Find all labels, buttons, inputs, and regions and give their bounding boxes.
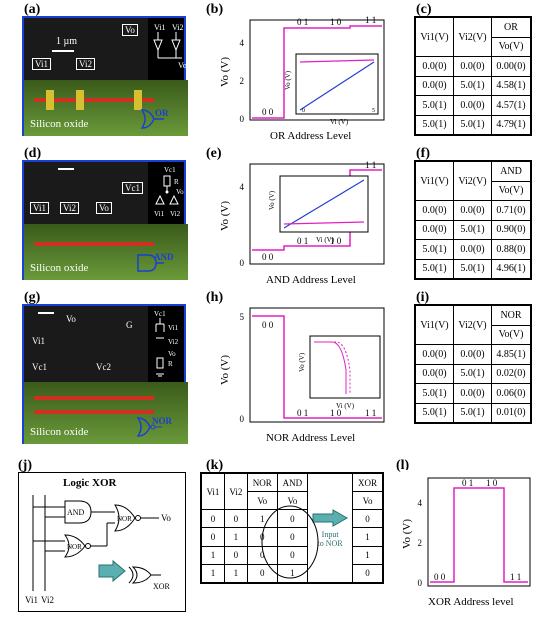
svg-text:0 1: 0 1 (462, 478, 473, 488)
svg-text:0 0: 0 0 (262, 320, 274, 330)
svg-text:1 1: 1 1 (365, 408, 376, 418)
svg-text:Vo (V): Vo (V) (284, 70, 292, 90)
svg-text:Vo: Vo (161, 513, 171, 523)
svg-text:Vi2: Vi2 (168, 338, 179, 346)
svg-text:0 0: 0 0 (262, 107, 274, 117)
svg-text:Vi2: Vi2 (172, 23, 184, 32)
vo-sem-label: Vo (122, 24, 138, 36)
svg-text:0 1: 0 1 (297, 17, 308, 27)
svg-text:2: 2 (418, 538, 423, 548)
and-chart: 0 00 1 1 01 1 04 Vo (V) Vi (V) Vo (V) AN… (222, 156, 392, 286)
nor-gate-icon: NOR (136, 416, 180, 438)
or-gate-icon: OR (140, 108, 180, 130)
svg-text:0 1: 0 1 (297, 408, 308, 418)
svg-text:Vc1: Vc1 (154, 310, 166, 318)
panel-e-label: (e) (206, 146, 222, 162)
svg-text:Vi (V): Vi (V) (336, 402, 355, 410)
and-circuit-icon: Vc1 R Vo Vi1 Vi2 (150, 164, 186, 222)
svg-text:Vi2: Vi2 (41, 595, 54, 605)
svg-text:Vo: Vo (176, 188, 184, 196)
or-table: Vi1(V)Vi2(V)OR Vo(V) 0.0(0)0.0(0)0.00(0)… (414, 16, 532, 136)
svg-text:1 0: 1 0 (330, 17, 342, 27)
svg-text:NOR: NOR (152, 416, 173, 426)
svg-text:Vi2: Vi2 (170, 210, 181, 218)
xor-schematic: Logic XOR Vi1Vi2 AND NOR NOR Vo XOR (18, 472, 186, 612)
svg-text:R: R (168, 360, 173, 368)
svg-text:0: 0 (240, 258, 245, 268)
svg-text:2: 2 (240, 76, 245, 86)
svg-text:NOR: NOR (67, 543, 82, 551)
svg-text:Vi1: Vi1 (25, 595, 38, 605)
svg-text:0: 0 (302, 108, 305, 114)
svg-text:Vo (V): Vo (V) (268, 190, 276, 210)
and-device-image: Vi1 Vi2 Vo Vc1 Vc1 R Vo Vi1Vi2 Silicon o… (22, 160, 186, 280)
xor-chart: 0 00 1 1 01 1 0 2 4 Vo (V) XOR Address l… (404, 470, 536, 610)
svg-text:Vi1: Vi1 (154, 210, 165, 218)
nor-chart: 0 00 1 1 01 1 05 Vo (V) Vi (V) Vo (V) NO… (222, 300, 392, 446)
scale-line (52, 50, 74, 52)
svg-text:1 1: 1 1 (365, 15, 376, 25)
svg-text:Vo: Vo (178, 61, 186, 70)
svg-text:Vi1: Vi1 (154, 23, 166, 32)
svg-text:0: 0 (240, 114, 245, 124)
svg-text:AND: AND (154, 252, 174, 262)
vi2-sem-label: Vi2 (76, 58, 95, 70)
svg-text:AND: AND (67, 508, 85, 517)
nor-table: Vi1(V)Vi2(V)NOR Vo(V) 0.0(0)0.0(0)4.85(1… (414, 304, 532, 424)
svg-text:NOR: NOR (117, 515, 132, 523)
or-x-label: OR Address Level (270, 130, 351, 142)
svg-text:R: R (174, 178, 179, 186)
xor-truth-table: Vi1Vi2 NORAND Input to NOR XOR VoVoVo 00… (200, 472, 384, 584)
and-gate-icon: AND (136, 252, 180, 274)
nor-circuit-icon: Vc1 Vi1 Vi2 Vo R (150, 308, 186, 380)
scale-bar: 1 µm (56, 36, 77, 47)
svg-text:4: 4 (418, 498, 423, 508)
svg-text:OR: OR (155, 108, 169, 118)
or-circuit-icon: Vi1 Vi2 Vo (150, 20, 186, 78)
or-device-image: Vi1 Vi2 Vo 1 µm Vi1Vi2 Vo Silicon oxide … (22, 16, 186, 136)
silicon-label-or: Silicon oxide (30, 118, 88, 130)
svg-text:Vi (V): Vi (V) (316, 236, 335, 244)
svg-text:1 1: 1 1 (510, 572, 521, 582)
panel-h-label: (h) (206, 290, 223, 306)
svg-text:0: 0 (240, 414, 245, 424)
svg-text:4: 4 (240, 182, 245, 192)
svg-text:4: 4 (240, 38, 245, 48)
svg-text:Vi1: Vi1 (168, 324, 179, 332)
svg-text:XOR: XOR (153, 582, 171, 591)
svg-text:0 0: 0 0 (434, 572, 446, 582)
svg-text:Vo: Vo (168, 350, 176, 358)
svg-text:Vo (V): Vo (V) (298, 352, 306, 372)
svg-text:0: 0 (418, 578, 423, 588)
svg-text:5: 5 (240, 312, 245, 322)
panel-b-label: (b) (206, 2, 223, 18)
svg-text:5: 5 (372, 108, 375, 114)
svg-text:1 0: 1 0 (486, 478, 498, 488)
svg-text:Vc1: Vc1 (164, 166, 176, 174)
svg-text:0 1: 0 1 (297, 236, 308, 246)
svg-text:1 1: 1 1 (365, 160, 376, 170)
nor-device-image: Vo G Vi1 Vc1 Vc2 Vc1 Vi1 Vi2 Vo R Silico… (22, 304, 186, 444)
vi1-sem-label: Vi1 (32, 58, 51, 70)
or-chart: 0 0 0 1 1 0 1 1 0 2 4 Vo (V) Vi (V) 0 5 Vo … (222, 12, 392, 142)
or-y-label: Vo (V) (219, 57, 231, 87)
svg-text:Vi (V): Vi (V) (330, 118, 349, 126)
and-table: Vi1(V)Vi2(V)AND Vo(V) 0.0(0)0.0(0)0.71(0… (414, 160, 532, 280)
svg-text:0 0: 0 0 (262, 252, 274, 262)
